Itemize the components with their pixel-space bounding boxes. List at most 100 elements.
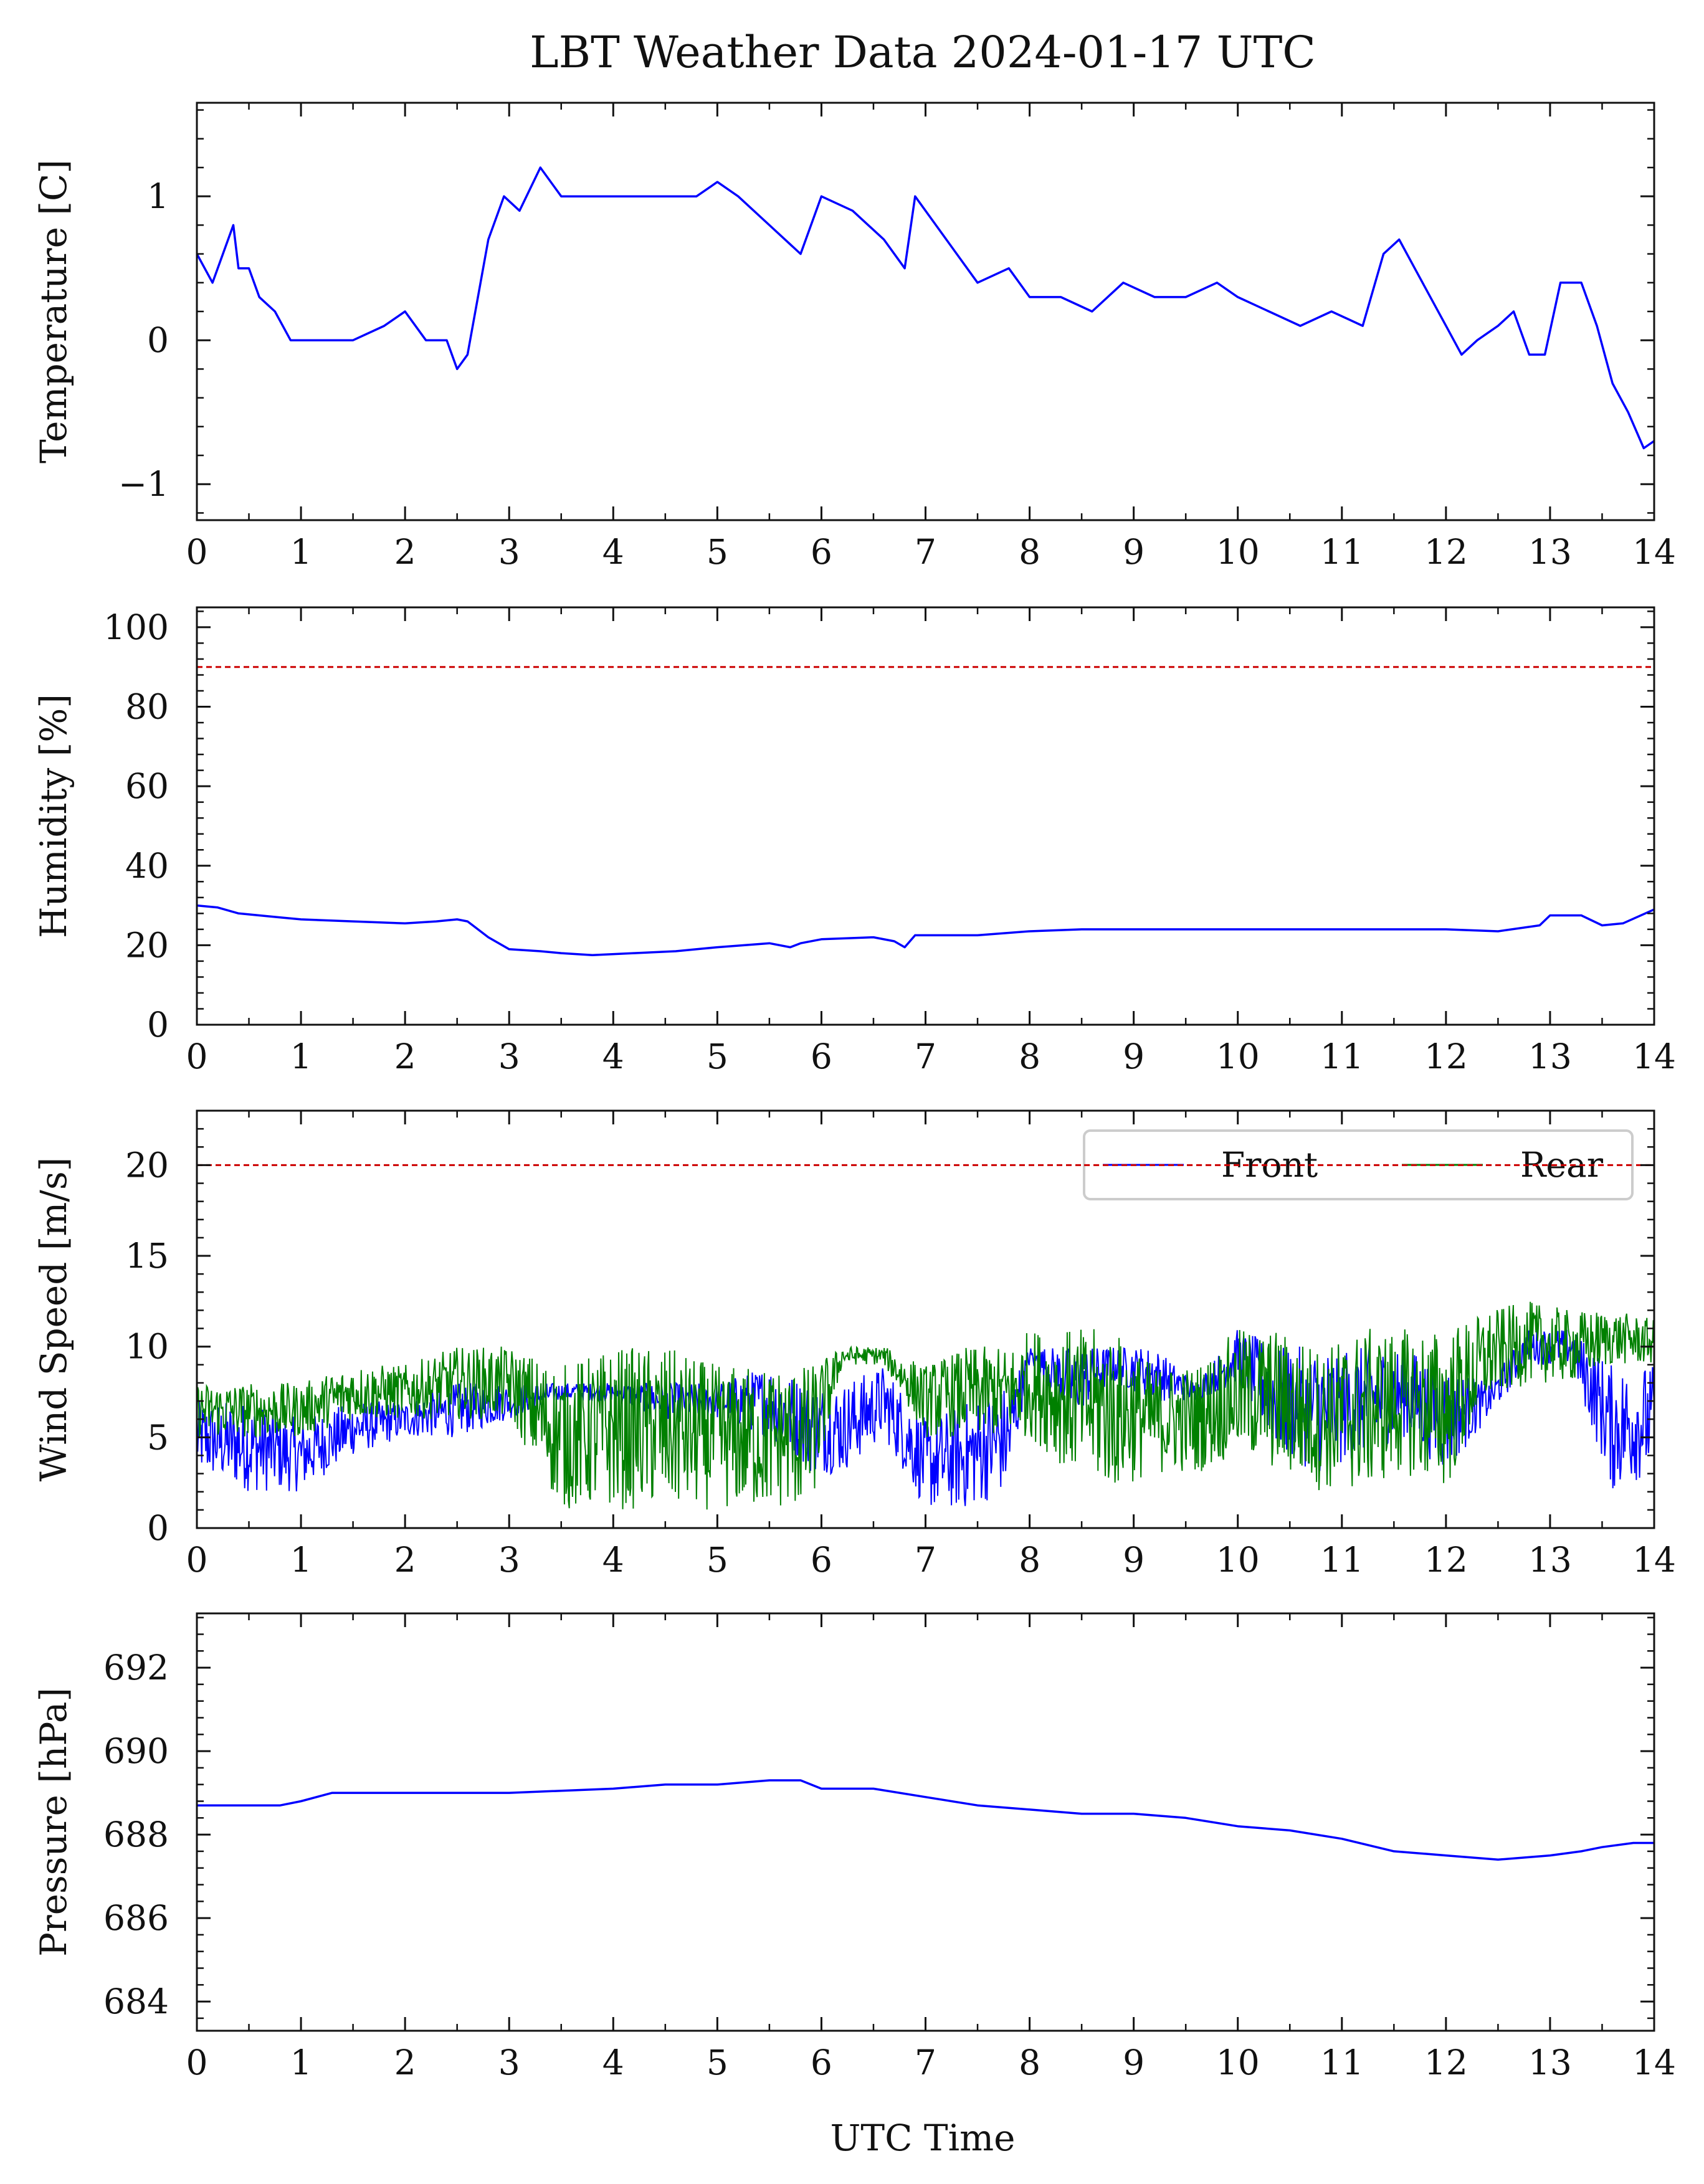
x-tick-label: 1: [290, 532, 312, 572]
x-tick-label: 9: [1123, 1037, 1145, 1076]
y-tick-label: 80: [125, 687, 169, 727]
x-tick-label: 1: [290, 2043, 312, 2082]
x-tick-label: 3: [498, 1037, 520, 1076]
y-tick-label: 20: [125, 925, 169, 965]
x-tick-label: 6: [811, 2043, 832, 2082]
x-tick-label: 1: [290, 1037, 312, 1076]
x-tick-label: 1: [290, 1540, 312, 1580]
x-tick-label: 13: [1528, 1037, 1572, 1076]
series-line: [197, 166, 1654, 450]
x-tick-label: 13: [1528, 1540, 1572, 1580]
x-tick-label: 8: [1019, 1540, 1040, 1580]
x-tick-label: 10: [1216, 532, 1260, 572]
x-tick-label: 10: [1216, 1540, 1260, 1580]
x-tick-label: 10: [1216, 2043, 1260, 2082]
x-tick-label: 8: [1019, 2043, 1040, 2082]
x-tick-label: 2: [394, 1037, 416, 1076]
x-tick-label: 12: [1424, 1037, 1468, 1076]
plot-area: [197, 1301, 1654, 1510]
y-tick-label: 688: [103, 1815, 169, 1854]
y-tick-label: 15: [125, 1236, 169, 1276]
x-tick-label: 3: [498, 2043, 520, 2082]
y-axis-label: Pressure [hPa]: [32, 1688, 75, 1957]
y-tick-label: 0: [147, 1005, 169, 1045]
y-tick-label: 5: [147, 1417, 169, 1457]
x-tick-label: 4: [602, 1540, 624, 1580]
x-tick-label: 4: [602, 532, 624, 572]
y-tick-label: 0: [147, 1508, 169, 1548]
x-tick-label: 4: [602, 2043, 624, 2082]
y-tick-label: 690: [103, 1731, 169, 1771]
plot-area: [197, 904, 1654, 957]
x-tick-label: 14: [1632, 2043, 1676, 2082]
y-tick-label: 686: [103, 1898, 169, 1938]
x-tick-label: 5: [707, 2043, 728, 2082]
y-tick-label: 0: [147, 320, 169, 360]
x-tick-label: 7: [915, 2043, 936, 2082]
x-tick-label: 8: [1019, 532, 1040, 572]
x-tick-label: 14: [1632, 532, 1676, 572]
x-tick-label: 11: [1320, 1540, 1364, 1580]
x-tick-label: 0: [186, 1037, 208, 1076]
y-tick-label: 40: [125, 846, 169, 886]
y-tick-label: 100: [103, 607, 169, 647]
x-tick-label: 11: [1320, 532, 1364, 572]
panel-4: 0 1 2 3 4 5 6 7 8 9 10 11 12 13 14684686688690692Press…: [32, 1612, 1676, 2082]
y-tick-label: −1: [118, 464, 169, 504]
x-tick-label: 6: [811, 1037, 832, 1076]
y-tick-label: 692: [103, 1648, 169, 1688]
x-tick-label: 9: [1123, 2043, 1145, 2082]
x-tick-label: 9: [1123, 532, 1145, 572]
plot-area: [197, 1779, 1654, 1861]
y-tick-label: 60: [125, 766, 169, 806]
x-tick-label: 2: [394, 2043, 416, 2082]
y-tick-label: 10: [125, 1327, 169, 1367]
x-tick-label: 7: [915, 1037, 936, 1076]
x-tick-label: 0: [186, 1540, 208, 1580]
x-tick-label: 6: [811, 532, 832, 572]
x-tick-label: 9: [1123, 1540, 1145, 1580]
x-tick-label: 14: [1632, 1540, 1676, 1580]
x-tick-label: 11: [1320, 2043, 1364, 2082]
x-tick-label: 13: [1528, 2043, 1572, 2082]
series-line: [197, 1779, 1654, 1861]
x-tick-label: 3: [498, 1540, 520, 1580]
x-tick-label: 7: [915, 532, 936, 572]
x-tick-label: 4: [602, 1037, 624, 1076]
x-tick-label: 12: [1424, 532, 1468, 572]
panel-2: 0 1 2 3 4 5 6 7 8 9 10 11 12 13 14020406080100Humidity…: [32, 606, 1676, 1076]
series-line: [197, 904, 1654, 957]
x-tick-label: 12: [1424, 1540, 1468, 1580]
y-axis-label: Wind Speed [m/s]: [32, 1157, 75, 1482]
x-tick-label: 3: [498, 532, 520, 572]
x-tick-label: 13: [1528, 532, 1572, 572]
x-tick-label: 5: [707, 532, 728, 572]
series-line-rear: [197, 1301, 1654, 1510]
y-tick-label: 1: [147, 176, 169, 216]
x-tick-label: 10: [1216, 1037, 1260, 1076]
x-tick-label: 2: [394, 532, 416, 572]
x-tick-label: 5: [707, 1540, 728, 1580]
x-tick-label: 0: [186, 2043, 208, 2082]
y-tick-label: 684: [103, 1982, 169, 2021]
x-tick-label: 11: [1320, 1037, 1364, 1076]
plot-area: [197, 166, 1654, 450]
x-tick-label: 8: [1019, 1037, 1040, 1076]
x-tick-label: 0: [186, 532, 208, 572]
x-tick-label: 6: [811, 1540, 832, 1580]
y-tick-label: 20: [125, 1145, 169, 1185]
x-axis-label: UTC Time: [831, 2117, 1016, 2159]
chart-title: LBT Weather Data 2024-01-17 UTC: [530, 27, 1316, 78]
x-tick-label: 12: [1424, 2043, 1468, 2082]
x-tick-label: 5: [707, 1037, 728, 1076]
x-tick-label: 14: [1632, 1037, 1676, 1076]
x-tick-label: 2: [394, 1540, 416, 1580]
y-axis-label: Temperature [C]: [32, 159, 75, 463]
y-axis-label: Humidity [%]: [32, 694, 75, 938]
x-tick-label: 7: [915, 1540, 936, 1580]
